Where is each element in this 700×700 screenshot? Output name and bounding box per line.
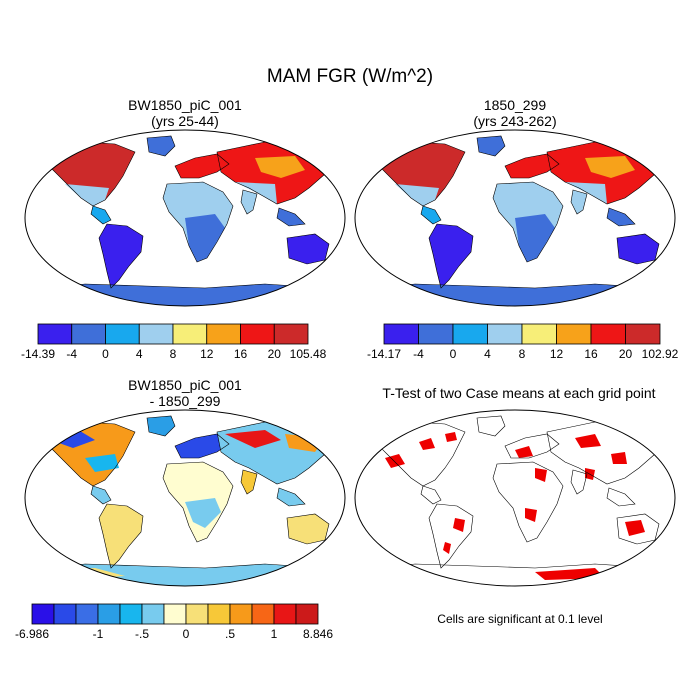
panel-ttest-significance-mask [375,432,645,580]
colorbar-swatch [229,603,253,625]
colorbar-swatch [31,603,55,625]
colorbar-swatch [119,603,143,625]
colorbar-swatch [75,603,99,625]
panel-diff-title-line1: BW1850_piC_001 [128,377,242,393]
colorbar-tick-label: 8 [519,347,526,361]
colorbar-tick-label: 12 [200,347,214,361]
panel-diff-title-line2: - 1850_299 [150,393,221,409]
colorbar-swatch [141,603,165,625]
colorbar-swatch [590,323,626,345]
colorbar-swatch [418,323,454,345]
panel-case1-colorbar: -14.39 -4 0 4 8 12 16 20 105.48 [21,323,327,361]
colorbar-tick-label: .5 [225,627,235,641]
colorbar-swatch [452,323,488,345]
panel-case2-title-line1: 1850_299 [484,97,547,113]
colorbar-swatch [163,603,187,625]
colorbar-swatch [273,323,309,345]
colorbar-tick-label: -.5 [135,627,149,641]
panel-case1-title-line1: BW1850_piC_001 [128,97,242,113]
colorbar-tick-label: 16 [584,347,598,361]
colorbar-tick-label: 102.92 [642,347,679,361]
panel-ttest-title: T-Test of two Case means at each grid po… [382,385,655,401]
panel-ttest-footnote: Cells are significant at 0.1 level [437,612,603,626]
figure-title: MAM FGR (W/m^2) [267,66,433,87]
panel-diff-colorbar: -6.986 -1 -.5 0 .5 1 8.846 [15,603,333,641]
colorbar-tick-label: 0 [102,347,109,361]
colorbar-swatch [53,603,77,625]
colorbar-swatch [556,323,592,345]
panel-case2-title-line2: (yrs 243-262) [473,113,556,129]
colorbar-tick-label: 20 [268,347,282,361]
colorbar-swatch [383,323,419,345]
colorbar-tick-label: 12 [550,347,564,361]
colorbar-swatch [138,323,174,345]
colorbar-swatch [37,323,73,345]
colorbar-tick-label: 8.846 [303,627,333,641]
panel-diff: BW1850_piC_001 - 1850_299 -6.986 -1 -.5 0 .5… [15,377,346,641]
colorbar-swatch [207,603,231,625]
colorbar-swatch [185,603,209,625]
colorbar-tick-label: 1 [271,627,278,641]
colorbar-tick-label: -14.39 [21,347,55,361]
panel-case2: 1850_299 (yrs 243-262) -14.17 -4 0 4 8 12 16 20… [354,97,679,361]
colorbar-swatch [521,323,557,345]
panel-case2-colorbar: -14.17 -4 0 4 8 12 16 20 102.92 [367,323,679,361]
colorbar-tick-label: 8 [170,347,177,361]
colorbar-tick-label: 0 [450,347,457,361]
colorbar-tick-label: -6.986 [15,627,49,641]
panel-case1-map-border [24,129,346,307]
colorbar-tick-label: -4 [66,347,77,361]
colorbar-swatch [487,323,523,345]
colorbar-swatch [206,323,241,345]
panel-ttest: T-Test of two Case means at each grid po… [354,385,676,587]
colorbar-swatch [105,323,140,345]
panel-ttest-map-border [354,409,676,587]
colorbar-tick-label: -14.17 [367,347,401,361]
colorbar-swatch [273,603,297,625]
panel-diff-map-border [24,409,346,587]
colorbar-tick-label: 16 [234,347,248,361]
colorbar-swatch [240,323,275,345]
colorbar-swatch [97,603,121,625]
panel-case2-map-border [354,129,676,307]
colorbar-tick-label: 4 [136,347,143,361]
colorbar-swatch [251,603,275,625]
colorbar-tick-label: 4 [484,347,491,361]
colorbar-tick-label: -1 [93,627,104,641]
colorbar-tick-label: 0 [183,627,190,641]
colorbar-swatch [172,323,208,345]
colorbar-swatch [295,603,319,625]
colorbar-tick-label: 105.48 [290,347,327,361]
colorbar-swatch [71,323,106,345]
colorbar-tick-label: -4 [413,347,424,361]
panel-case1: BW1850_piC_001 (yrs 25-44) -14.39 -4 0 4 8 12… [21,97,346,361]
colorbar-tick-label: 20 [619,347,633,361]
panel-case1-title-line2: (yrs 25-44) [151,113,219,129]
colorbar-swatch [625,323,661,345]
